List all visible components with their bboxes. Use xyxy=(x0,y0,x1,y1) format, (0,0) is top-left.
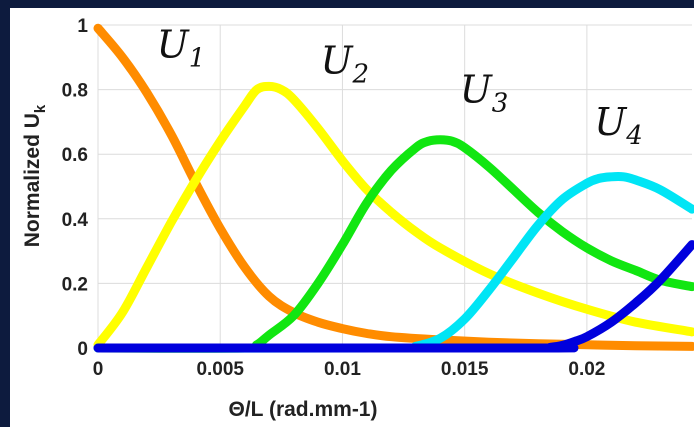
curve-label-subscript: 4 xyxy=(625,121,643,151)
x-tick-label: 0.015 xyxy=(441,359,489,380)
curve-label-3: U3 xyxy=(460,68,509,119)
y-tick-label: 0.6 xyxy=(62,145,88,166)
y-tick-label: 1 xyxy=(77,16,88,37)
curve-label-subscript: 2 xyxy=(351,59,369,89)
x-tick-label: 0.01 xyxy=(324,359,361,380)
y-tick-label: 0.2 xyxy=(62,274,88,295)
x-tick-label: 0 xyxy=(93,359,104,380)
curve-label-subscript: 1 xyxy=(189,43,206,73)
y-tick-label: 0.8 xyxy=(62,81,88,102)
curves xyxy=(93,23,694,353)
y-tick-label: 0 xyxy=(77,339,88,360)
tick-labels: 0 0.005 0.01 0.015 0.02 0 0.2 0.4 0.6 0.8 1 xyxy=(62,16,606,380)
curve-label-subscript: 3 xyxy=(492,89,509,119)
chart-frame: U1 U2 U3 U4 0 0.005 0.01 0.015 0.02 0 0.2 0.4 0.6 0.… xyxy=(10,8,694,427)
y-axis-title-subscript: k xyxy=(32,104,49,113)
x-tick-label: 0.005 xyxy=(196,359,244,380)
curve-label-2: U2 xyxy=(320,38,369,89)
series-line-5 xyxy=(93,240,694,353)
curve-label-main: U xyxy=(594,100,628,144)
curve-label-4: U4 xyxy=(594,100,643,151)
line-chart: U1 U2 U3 U4 0 0.005 0.01 0.015 0.0200.20.40.60.… xyxy=(21,16,694,421)
y-axis-title-main: Normalized U xyxy=(21,113,44,247)
curve-label-1: U1 xyxy=(157,22,206,73)
curve-label-main: U xyxy=(460,68,494,112)
x-tick-label: 0.02 xyxy=(568,359,605,380)
series-line-3 xyxy=(93,135,694,353)
curve-label-main: U xyxy=(320,38,354,82)
y-axis-title: Normalized Uk xyxy=(21,104,49,247)
curve-label-main: U xyxy=(157,22,191,66)
series-line-2 xyxy=(93,81,694,350)
y-tick-label: 0.4 xyxy=(62,210,89,231)
x-axis-title: Θ/L (rad.mm-1) xyxy=(229,398,378,421)
curve-labels: U1 U2 U3 U4 xyxy=(157,22,643,151)
